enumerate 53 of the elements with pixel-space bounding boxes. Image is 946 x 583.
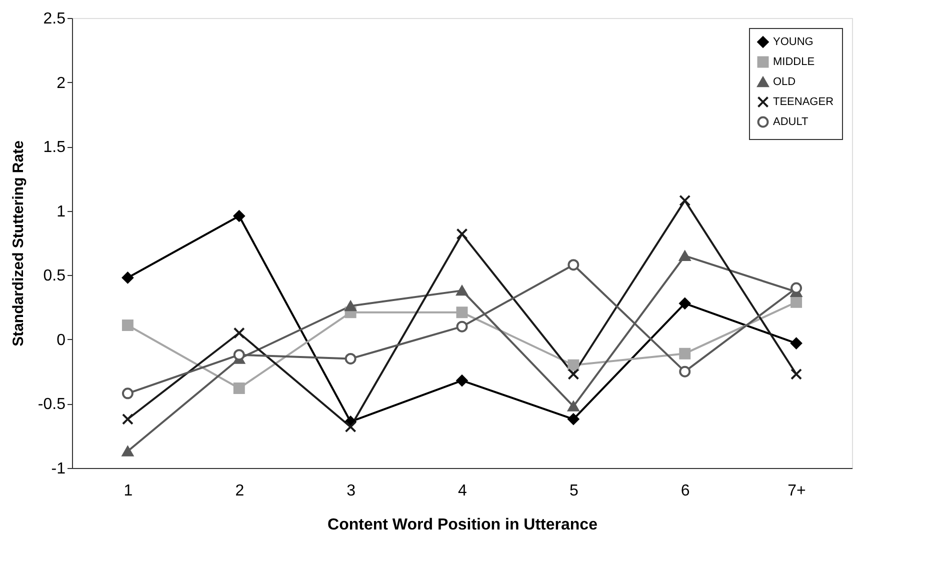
- point: [456, 306, 468, 318]
- point: [456, 374, 468, 386]
- point: [233, 349, 245, 361]
- x-tick-label: 7+: [788, 482, 806, 500]
- x-tick-label: 4: [458, 482, 468, 500]
- legend-label: MIDDLE: [773, 56, 815, 68]
- point: [568, 368, 580, 380]
- point: [790, 296, 802, 308]
- y-tick-label: 1: [56, 203, 66, 220]
- point: [790, 338, 802, 350]
- x-tick-label: 6: [680, 482, 690, 500]
- point: [679, 348, 691, 360]
- x-axis-title: Content Word Position in Utterance: [328, 516, 598, 534]
- point: [456, 228, 468, 240]
- point: [344, 352, 356, 364]
- point: [344, 300, 356, 312]
- point: [456, 320, 468, 332]
- point: [122, 446, 134, 456]
- point: [790, 282, 802, 294]
- point: [679, 194, 691, 206]
- legend-label: YOUNG: [773, 36, 814, 48]
- point: [568, 413, 580, 425]
- x-tick-label: 2: [235, 482, 244, 500]
- point: [344, 421, 356, 433]
- point: [122, 413, 134, 425]
- point: [233, 210, 245, 222]
- point: [568, 259, 580, 271]
- y-tick-label: -1: [51, 460, 66, 478]
- point: [568, 401, 580, 412]
- point: [679, 250, 691, 261]
- y-tick-label: 1.5: [43, 139, 66, 156]
- x-tick-label: 1: [124, 482, 133, 500]
- point: [122, 388, 134, 400]
- x-tick-label: 3: [346, 482, 356, 500]
- y-tick-label: 2: [56, 74, 66, 92]
- y-tick-label: 0.5: [43, 268, 66, 285]
- point: [679, 366, 691, 378]
- point: [568, 359, 580, 371]
- point: [790, 368, 802, 380]
- point: [456, 285, 468, 296]
- legend-label: ADULT: [773, 116, 809, 128]
- point: [122, 320, 134, 332]
- y-tick-label: 0: [56, 332, 66, 349]
- point: [233, 327, 245, 339]
- point: [233, 382, 245, 394]
- legend-label: TEENAGER: [773, 96, 834, 108]
- y-axis-title: Standardized Stuttering Rate: [10, 140, 27, 346]
- point: [679, 298, 691, 310]
- y-tick-label: -0.5: [38, 396, 66, 414]
- point: [122, 272, 134, 284]
- y-tick-label: 2.5: [43, 10, 66, 28]
- x-tick-label: 5: [569, 482, 578, 500]
- legend-label: OLD: [773, 76, 796, 88]
